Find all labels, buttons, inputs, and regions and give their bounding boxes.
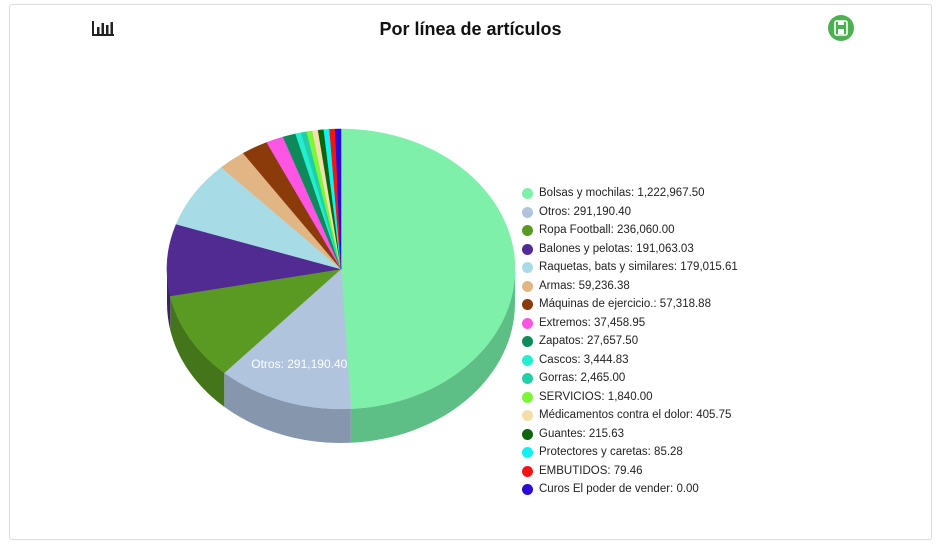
pie-slice[interactable] bbox=[340, 128, 516, 410]
legend-item[interactable]: Protectores y caretas: 85.28 bbox=[522, 445, 742, 460]
pie-slice[interactable] bbox=[334, 128, 342, 270]
legend-label: Cascos: 3,444.83 bbox=[539, 353, 629, 366]
legend-swatch bbox=[522, 373, 533, 384]
chart-type-button[interactable] bbox=[90, 17, 116, 39]
legend-swatch bbox=[522, 262, 533, 273]
legend-swatch bbox=[522, 206, 533, 218]
pie-slice[interactable] bbox=[166, 223, 342, 297]
legend-label: Ropa Football: 236,060.00 bbox=[539, 224, 675, 236]
legend-item[interactable]: Curos El poder de vender: 0.00 bbox=[522, 482, 742, 497]
legend-label: Balones y pelotas: 191,063.03 bbox=[539, 242, 694, 255]
legend-label: Médicamentos contra el dolor: 405.75 bbox=[539, 409, 732, 421]
legend-swatch bbox=[522, 317, 533, 329]
legend-label: Bolsas y mochilas: 1,222,967.50 bbox=[539, 187, 705, 199]
legend-swatch bbox=[522, 428, 533, 440]
legend-label: Curos El poder de vender: 0.00 bbox=[539, 483, 699, 495]
legend-item[interactable]: EMBUTIDOS: 79.46 bbox=[522, 464, 742, 479]
pie-slice-side bbox=[350, 269, 515, 443]
legend-label: Máquinas de ejercicio.: 57,318.88 bbox=[539, 298, 711, 310]
legend-label: EMBUTIDOS: 79.46 bbox=[539, 464, 643, 477]
legend-swatch bbox=[522, 225, 533, 236]
legend-swatch bbox=[522, 410, 533, 421]
pie-slice-side bbox=[224, 372, 351, 443]
legend-item[interactable]: Ropa Football: 236,060.00 bbox=[522, 223, 742, 238]
legend-swatch bbox=[522, 447, 533, 458]
legend-swatch bbox=[522, 484, 533, 495]
legend-swatch bbox=[522, 243, 533, 255]
legend-item[interactable]: Zapatos: 27,657.50 bbox=[522, 334, 742, 349]
pie-slice[interactable] bbox=[169, 268, 342, 374]
slice-data-label: Otros: 291,190.40 bbox=[251, 357, 347, 371]
legend-item[interactable]: Guantes: 215.63 bbox=[522, 427, 742, 442]
legend-swatch bbox=[522, 336, 533, 347]
legend-item[interactable]: Raquetas, bats y similares: 179,015.61 bbox=[522, 260, 742, 275]
legend-item[interactable]: Gorras: 2,465.00 bbox=[522, 371, 742, 386]
legend-item[interactable]: SERVICIOS: 1,840.00 bbox=[522, 390, 742, 405]
legend-label: Guantes: 215.63 bbox=[539, 427, 625, 440]
legend-label: Gorras: 2,465.00 bbox=[539, 372, 626, 384]
bar-chart-icon bbox=[92, 21, 114, 36]
legend-item[interactable]: Cascos: 3,444.83 bbox=[522, 353, 742, 368]
legend-swatch bbox=[522, 299, 533, 310]
legend-item[interactable]: Armas: 59,236.38 bbox=[522, 279, 742, 294]
legend-swatch bbox=[522, 391, 533, 403]
legend-item[interactable]: Bolsas y mochilas: 1,222,967.50 bbox=[522, 186, 742, 201]
legend-item[interactable]: Balones y pelotas: 191,063.03 bbox=[522, 242, 742, 257]
legend-swatch bbox=[522, 280, 533, 292]
legend-item[interactable]: Otros: 291,190.40 bbox=[522, 205, 742, 220]
legend-label: Extremos: 37,458.95 bbox=[539, 316, 646, 329]
legend-item[interactable]: Máquinas de ejercicio.: 57,318.88 bbox=[522, 297, 742, 312]
pie-slice-side bbox=[170, 295, 225, 407]
legend-label: Raquetas, bats y similares: 179,015.61 bbox=[539, 261, 738, 273]
legend-swatch bbox=[522, 188, 533, 199]
chart-title: Por línea de artículos bbox=[379, 19, 562, 39]
legend-item[interactable]: Extremos: 37,458.95 bbox=[522, 316, 742, 331]
chart-legend: Bolsas y mochilas: 1,222,967.50 Otros: 29… bbox=[522, 186, 742, 501]
pie-slice[interactable] bbox=[223, 268, 352, 410]
legend-item[interactable]: Médicamentos contra el dolor: 405.75 bbox=[522, 408, 742, 423]
legend-swatch bbox=[522, 354, 533, 366]
export-document-icon bbox=[834, 20, 848, 36]
export-button[interactable] bbox=[828, 15, 854, 41]
legend-label: Protectores y caretas: 85.28 bbox=[539, 446, 683, 458]
legend-label: Zapatos: 27,657.50 bbox=[539, 335, 639, 347]
legend-label: SERVICIOS: 1,840.00 bbox=[539, 390, 653, 403]
legend-swatch bbox=[522, 465, 533, 477]
legend-label: Armas: 59,236.38 bbox=[539, 279, 630, 292]
legend-label: Otros: 291,190.40 bbox=[539, 205, 632, 218]
